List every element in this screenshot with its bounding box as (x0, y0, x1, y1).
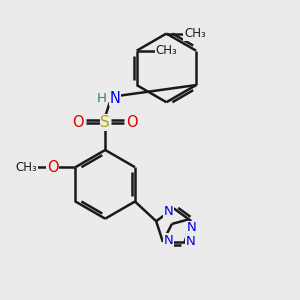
Text: N: N (110, 91, 121, 106)
Text: N: N (164, 205, 173, 218)
Text: CH₃: CH₃ (156, 44, 177, 57)
Text: N: N (187, 221, 196, 234)
Text: O: O (73, 115, 84, 130)
Text: O: O (47, 160, 58, 175)
Text: S: S (100, 115, 110, 130)
Text: CH₃: CH₃ (184, 27, 206, 40)
Text: H: H (96, 92, 106, 104)
Text: CH₃: CH₃ (15, 161, 37, 174)
Text: N: N (186, 236, 196, 248)
Text: O: O (126, 115, 138, 130)
Text: N: N (164, 234, 173, 247)
